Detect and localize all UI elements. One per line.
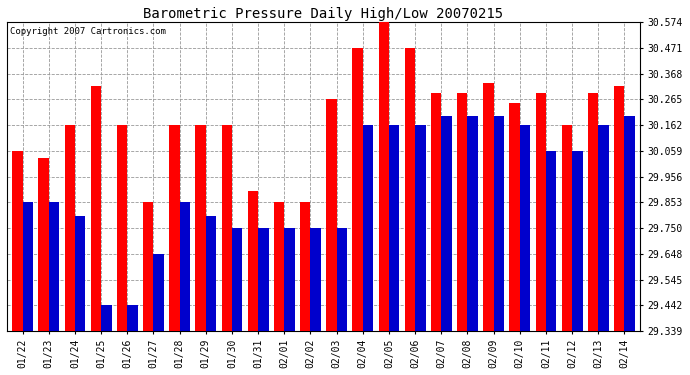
Bar (90, 86, 101, 331)
Bar (389, 125, 400, 331)
Bar (169, 125, 179, 331)
Bar (404, 48, 415, 331)
Bar (467, 116, 478, 331)
Bar (431, 93, 442, 331)
Bar (23, 202, 33, 331)
Bar (195, 125, 206, 331)
Bar (128, 305, 138, 331)
Bar (221, 125, 232, 331)
Bar (143, 202, 153, 331)
Bar (258, 228, 268, 331)
Bar (248, 191, 258, 331)
Bar (598, 125, 609, 331)
Text: Copyright 2007 Cartronics.com: Copyright 2007 Cartronics.com (10, 27, 166, 36)
Bar (483, 83, 493, 331)
Bar (284, 228, 295, 331)
Bar (457, 93, 467, 331)
Title: Barometric Pressure Daily High/Low 20070215: Barometric Pressure Daily High/Low 20070… (144, 7, 504, 21)
Bar (614, 86, 624, 331)
Bar (415, 125, 426, 331)
Bar (326, 99, 337, 331)
Bar (12, 151, 23, 331)
Bar (300, 202, 310, 331)
Bar (546, 151, 556, 331)
Bar (353, 48, 363, 331)
Bar (337, 228, 347, 331)
Bar (572, 151, 582, 331)
Bar (520, 125, 531, 331)
Bar (442, 116, 452, 331)
Bar (310, 228, 321, 331)
Bar (39, 158, 49, 331)
Bar (562, 125, 572, 331)
Bar (379, 22, 389, 331)
Bar (117, 125, 128, 331)
Bar (64, 125, 75, 331)
Bar (49, 202, 59, 331)
Bar (493, 116, 504, 331)
Bar (363, 125, 373, 331)
Bar (206, 216, 216, 331)
Bar (509, 103, 520, 331)
Bar (588, 93, 598, 331)
Bar (624, 116, 635, 331)
Bar (535, 93, 546, 331)
Bar (153, 254, 164, 331)
Bar (179, 202, 190, 331)
Bar (274, 202, 284, 331)
Bar (232, 228, 242, 331)
Bar (75, 216, 86, 331)
Bar (101, 305, 112, 331)
